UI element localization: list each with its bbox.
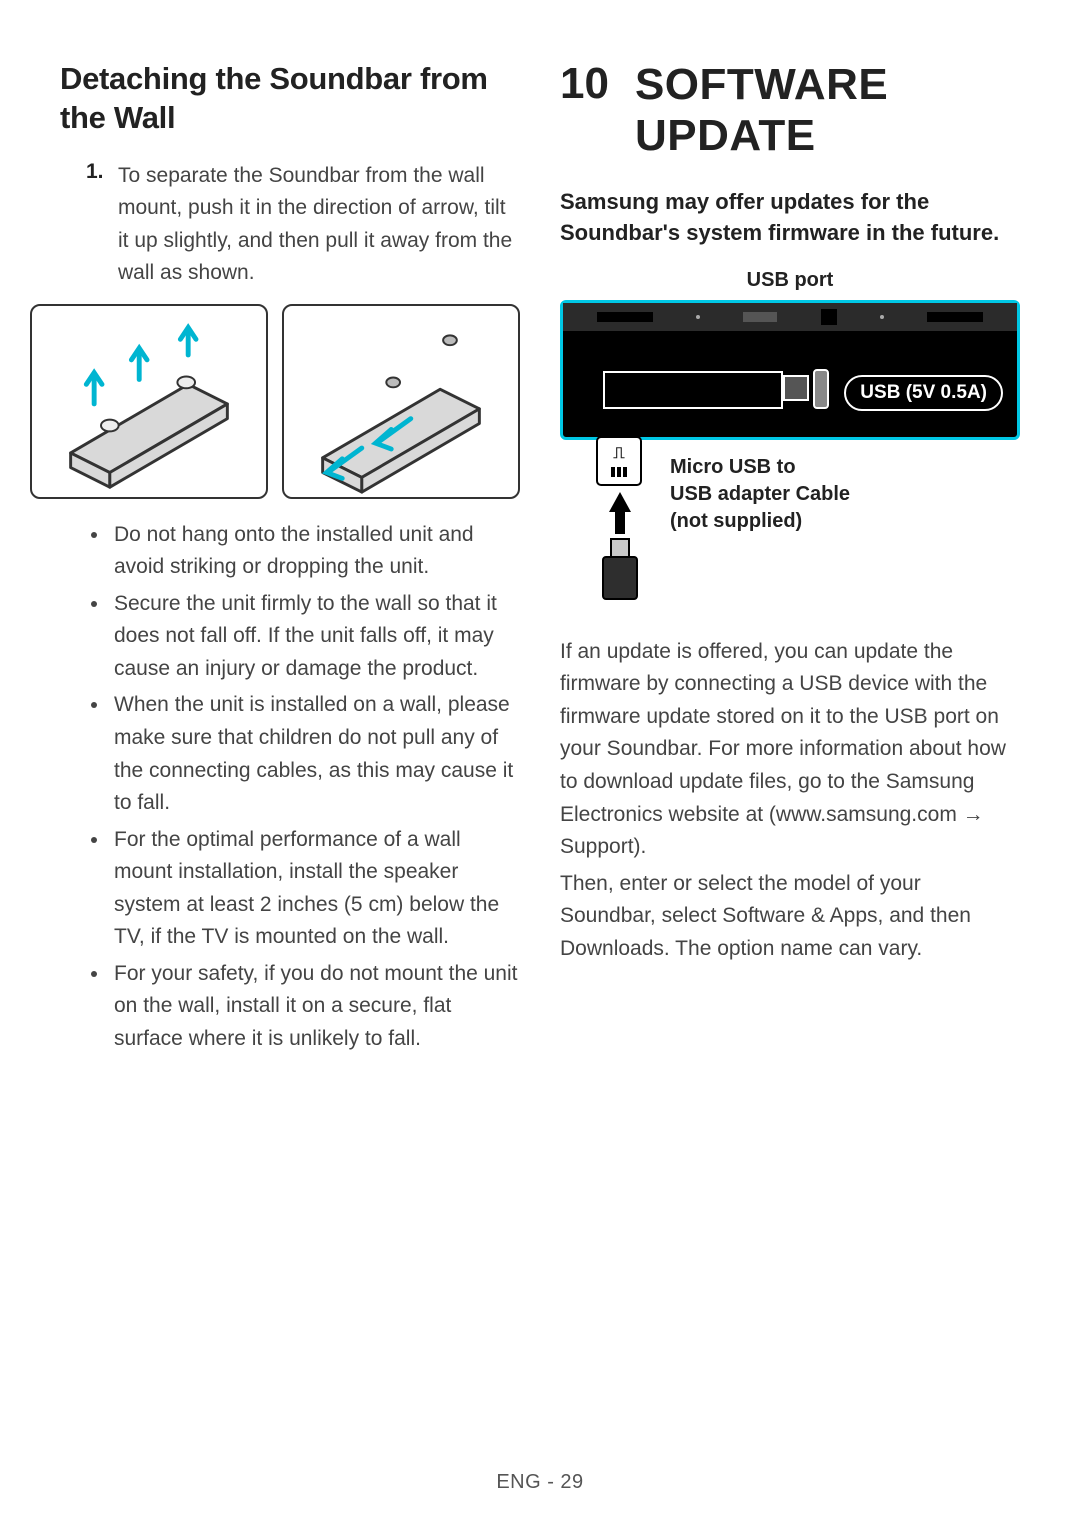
firmware-lead: Samsung may offer updates for the Soundb… <box>560 187 1020 249</box>
detach-diagram-left <box>30 304 268 499</box>
arrow-up-stem <box>615 510 625 534</box>
bullet-item: When the unit is installed on a wall, pl… <box>110 689 520 819</box>
usb-thumb-drive <box>602 538 638 600</box>
cable-caption: Micro USB to USB adapter Cable (not supp… <box>670 454 850 535</box>
usb-port-face <box>813 369 829 409</box>
bullet-item: For the optimal performance of a wall mo… <box>110 824 520 954</box>
cable-caption-line: (not supplied) <box>670 508 850 535</box>
chapter-number: 10 <box>560 60 609 108</box>
cable-caption-line: USB adapter Cable <box>670 481 850 508</box>
step-1-number: 1. <box>86 160 108 290</box>
page-footer: ENG - 29 <box>0 1471 1080 1494</box>
update-paragraph-1: If an update is offered, you can update … <box>560 636 1020 864</box>
left-column: Detaching the Soundbar from the Wall 1. … <box>60 60 520 1059</box>
usb-badge: USB (5V 0.5A) <box>844 375 1003 411</box>
detach-diagram-row <box>30 304 520 499</box>
chapter-title: SOFTWARE UPDATE <box>635 60 1020 161</box>
micro-usb-connector-inner: ⎍ <box>602 442 636 480</box>
safety-bullets: Do not hang onto the installed unit and … <box>60 519 520 1056</box>
arrow-right-icon: → <box>963 803 984 826</box>
detach-heading: Detaching the Soundbar from the Wall <box>60 60 520 138</box>
usb-figure: USB port USB (5V 0.5A) <box>560 269 1020 610</box>
usb-plug-tip <box>783 375 809 401</box>
step-1: 1. To separate the Soundbar from the wal… <box>60 160 520 290</box>
usb-port-label: USB port <box>560 269 1020 292</box>
cable-caption-line: Micro USB to <box>670 454 850 481</box>
update-paragraph-2: Then, enter or select the model of your … <box>560 868 1020 966</box>
detach-diagram-right <box>282 304 520 499</box>
bullet-item: For your safety, if you do not mount the… <box>110 958 520 1056</box>
bullet-item: Do not hang onto the installed unit and … <box>110 519 520 584</box>
usb-icon: ⎍ <box>613 445 624 463</box>
right-column: 10 SOFTWARE UPDATE Samsung may offer upd… <box>560 60 1020 1059</box>
port-top-strip <box>563 303 1017 331</box>
bullet-item: Secure the unit firmly to the wall so th… <box>110 588 520 686</box>
arrow-up-icon <box>609 492 631 512</box>
usb-port-panel: USB (5V 0.5A) <box>560 300 1020 440</box>
chapter-header: 10 SOFTWARE UPDATE <box>560 60 1020 161</box>
step-1-text: To separate the Soundbar from the wall m… <box>118 160 520 290</box>
usb-plug-body <box>603 371 783 409</box>
